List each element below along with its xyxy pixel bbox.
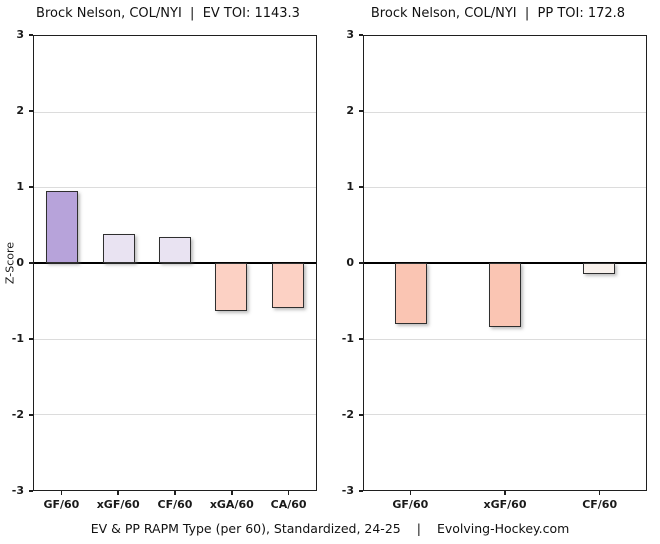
y-tick-mark xyxy=(29,110,33,112)
bar xyxy=(489,263,521,328)
bar xyxy=(271,263,304,309)
x-tick-label: xGA/60 xyxy=(209,498,254,511)
x-axis: GF/60 xGF/60 CF/60 xyxy=(363,491,647,517)
y-axis: 3 2 1 0 -1 -2 -3 xyxy=(330,28,363,497)
bar xyxy=(583,263,615,275)
gridline xyxy=(364,338,646,340)
y-tick-label: -1 xyxy=(11,331,24,345)
y-tick-label: 3 xyxy=(16,28,24,41)
y-tick-mark xyxy=(359,34,363,36)
gridline xyxy=(34,187,316,189)
caption-site-link: Evolving-Hockey.com xyxy=(436,521,570,536)
y-tick-label: -3 xyxy=(11,484,24,497)
x-tick-label: xGF/60 xyxy=(483,498,527,511)
x-tick-mark xyxy=(174,491,176,495)
y-tick-label: -2 xyxy=(341,408,354,421)
x-tick-label: CF/60 xyxy=(582,498,618,511)
gridline xyxy=(364,111,646,113)
x-axis: GF/60 xGF/60 CF/60 xGA/60 CA/60 xyxy=(33,491,317,517)
y-tick-label: 3 xyxy=(346,28,354,41)
x-tick-mark xyxy=(409,491,412,495)
y-tick-mark xyxy=(29,34,33,36)
x-tick-label: GF/60 xyxy=(43,498,80,511)
bar xyxy=(394,263,427,324)
y-tick-mark xyxy=(359,338,363,340)
y-tick-label: 0 xyxy=(16,256,24,269)
y-axis: 3 2 1 0 -1 -2 -3 xyxy=(0,28,33,497)
gridline xyxy=(364,414,646,416)
y-tick-mark xyxy=(359,110,363,112)
plot-area xyxy=(363,35,647,491)
y-tick-label: 2 xyxy=(16,103,24,117)
x-tick-label: CF/60 xyxy=(157,498,193,511)
y-tick-mark xyxy=(359,490,363,492)
gridline xyxy=(34,414,316,416)
y-tick-mark xyxy=(359,186,363,188)
gridline xyxy=(364,187,646,189)
pp-chart-panel: Brock Nelson, COL/NYI | PP TOI: 172.8 3 2… xyxy=(330,0,660,544)
plot-area xyxy=(33,35,317,491)
y-tick-mark xyxy=(29,186,33,188)
y-tick-mark xyxy=(29,414,33,416)
y-tick-label: 1 xyxy=(16,179,24,193)
y-tick-mark xyxy=(359,414,363,416)
bar xyxy=(102,234,135,263)
caption-divider: | xyxy=(416,521,421,536)
y-tick-label: -3 xyxy=(341,484,354,497)
x-tick-mark xyxy=(504,491,506,495)
zero-line xyxy=(34,262,316,264)
caption-text-left: EV & PP RAPM Type (per 60), Standardized… xyxy=(90,521,401,536)
chart-title: Brock Nelson, COL/NYI | PP TOI: 172.8 xyxy=(370,6,626,21)
x-tick-mark xyxy=(287,491,290,495)
chart-title: Brock Nelson, COL/NYI | EV TOI: 1143.3 xyxy=(36,6,300,21)
y-tick-label: 1 xyxy=(346,179,354,193)
y-tick-mark xyxy=(359,262,363,264)
bar xyxy=(46,191,79,263)
bar xyxy=(159,237,191,263)
x-tick-label: GF/60 xyxy=(392,498,429,511)
gridline xyxy=(34,338,316,340)
y-tick-label: -2 xyxy=(11,408,24,421)
y-tick-mark xyxy=(29,490,33,492)
y-tick-label: 2 xyxy=(346,103,354,117)
x-tick-label: xGF/60 xyxy=(96,498,140,511)
x-tick-mark xyxy=(598,491,601,495)
ev-chart-panel: Brock Nelson, COL/NYI | EV TOI: 1143.3 Z… xyxy=(0,6,317,517)
y-tick-mark xyxy=(29,262,33,264)
y-tick-label: -1 xyxy=(341,331,354,345)
x-tick-label: CA/60 xyxy=(270,498,307,511)
y-tick-label: 0 xyxy=(346,256,354,269)
x-tick-mark xyxy=(117,491,119,495)
x-tick-mark xyxy=(231,491,233,495)
gridline xyxy=(34,111,316,113)
y-tick-mark xyxy=(29,338,33,340)
bar xyxy=(215,263,248,312)
x-tick-mark xyxy=(60,491,63,495)
figure-caption: EV & PP RAPM Type (per 60), Standardized… xyxy=(0,521,660,536)
